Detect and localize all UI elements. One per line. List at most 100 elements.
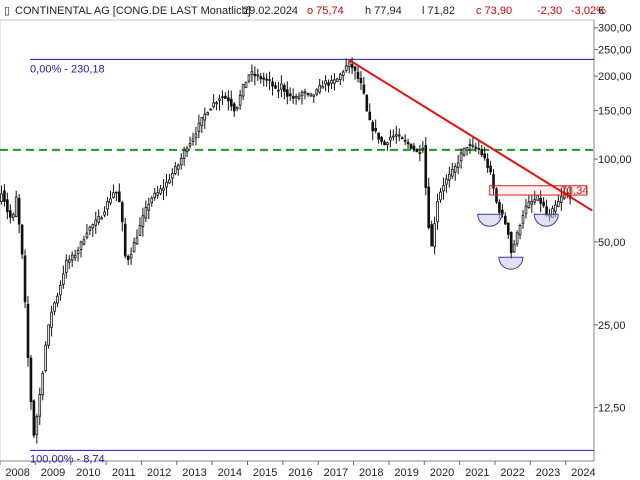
candle-body — [229, 98, 233, 107]
candle-body — [253, 73, 257, 77]
header-open: o 75,74 — [307, 5, 344, 17]
candle-body — [209, 108, 212, 111]
candle-body — [44, 344, 47, 371]
candle-body — [456, 162, 460, 169]
candle-body — [333, 79, 336, 84]
candle-body — [35, 416, 39, 435]
y-tick-label: 200,00 — [598, 71, 632, 83]
candle-body — [436, 201, 439, 223]
candle-body — [271, 81, 274, 87]
candle-body — [359, 78, 363, 84]
candle-body — [221, 96, 224, 99]
candle-body — [23, 255, 27, 303]
candle-body — [168, 179, 171, 184]
candle-body — [327, 82, 330, 86]
candle-body — [450, 168, 454, 177]
candle-body — [70, 254, 74, 261]
trendline — [347, 58, 593, 212]
x-tick-label: 2009 — [41, 467, 65, 479]
candle-body — [394, 134, 398, 137]
candle-body — [14, 196, 18, 217]
candle-body — [76, 250, 80, 255]
candle-body — [424, 145, 428, 188]
y-tick-label: 50,00 — [598, 237, 626, 249]
candle-body — [8, 210, 12, 218]
candle-body — [392, 135, 395, 138]
candle-body — [224, 95, 227, 99]
candle-body — [215, 102, 218, 105]
candle-body — [374, 127, 377, 132]
candles — [0, 57, 572, 444]
header-change-pct: -3,02% — [571, 5, 606, 17]
candle-body — [197, 122, 201, 132]
candle-body — [559, 196, 563, 203]
candle-body — [433, 223, 436, 248]
x-tick-label: 2014 — [218, 467, 242, 479]
candle-body — [59, 284, 62, 296]
candle-body — [471, 144, 475, 147]
candle-body — [336, 78, 339, 82]
candle-body — [138, 225, 142, 236]
candle-body — [512, 243, 516, 253]
candle-body — [386, 142, 389, 145]
candle-body — [542, 201, 545, 206]
candle-body — [159, 188, 162, 194]
candle-body — [527, 201, 531, 209]
candle-body — [492, 174, 495, 189]
candle-body — [191, 138, 195, 142]
x-tick-label: 2022 — [500, 467, 524, 479]
x-tick-label: 2018 — [359, 467, 383, 479]
x-tick-label: 2023 — [536, 467, 560, 479]
target-box-label: 73,34 — [561, 185, 589, 197]
candle-body — [347, 61, 351, 68]
candle-body — [179, 157, 183, 166]
candle-body — [0, 193, 3, 203]
candle-body — [106, 201, 109, 210]
candle-body — [91, 224, 95, 229]
candle-body — [235, 106, 239, 110]
candle-body — [129, 254, 133, 259]
candle-body — [430, 224, 433, 247]
candle-body — [162, 187, 165, 191]
candle-body — [277, 89, 280, 92]
header-instrument: CONTINENTAL AG [CONG.DE LAST Monatlich] — [15, 5, 251, 17]
candle-body — [530, 200, 534, 205]
y-tick-label: 12,50 — [598, 403, 626, 415]
candle-body — [232, 103, 236, 112]
candle-body — [109, 198, 112, 204]
candle-body — [171, 173, 174, 179]
currency-label: € — [598, 5, 604, 17]
candle-body — [506, 222, 510, 235]
candle-body — [64, 259, 68, 273]
header-icon: ▯ — [4, 5, 10, 17]
y-axis-ticks: 12,50 25,00 50,00 100,00 150,00 200,00 250,00 3… — [594, 23, 632, 415]
candle-body — [79, 241, 83, 250]
candle-body — [82, 239, 86, 245]
candle-body — [362, 84, 366, 94]
header-close: c 73,90 — [476, 5, 512, 17]
trend-line — [347, 58, 593, 212]
candle-body — [32, 400, 36, 436]
shoulder-arcs — [477, 213, 559, 270]
y-tick-label: 25,00 — [598, 320, 626, 332]
candle-body — [371, 121, 375, 132]
candle-body — [150, 197, 154, 204]
candle-body — [306, 93, 310, 95]
candle-body — [88, 226, 92, 231]
candle-body — [539, 197, 542, 204]
candle-body — [135, 237, 139, 245]
target-box-rect — [489, 185, 588, 196]
candle-body — [38, 394, 42, 417]
candle-body — [165, 181, 168, 188]
fib-label: 0,00% - 230,18 — [30, 63, 105, 75]
candle-body — [47, 324, 50, 346]
header-high: h 77,94 — [365, 5, 402, 17]
candle-body — [241, 84, 245, 97]
candle-body — [212, 102, 215, 108]
candle-body — [247, 74, 251, 82]
x-tick-label: 2016 — [288, 467, 312, 479]
candle-body — [377, 132, 380, 140]
candle-body — [515, 232, 519, 245]
candle-body — [6, 199, 9, 213]
